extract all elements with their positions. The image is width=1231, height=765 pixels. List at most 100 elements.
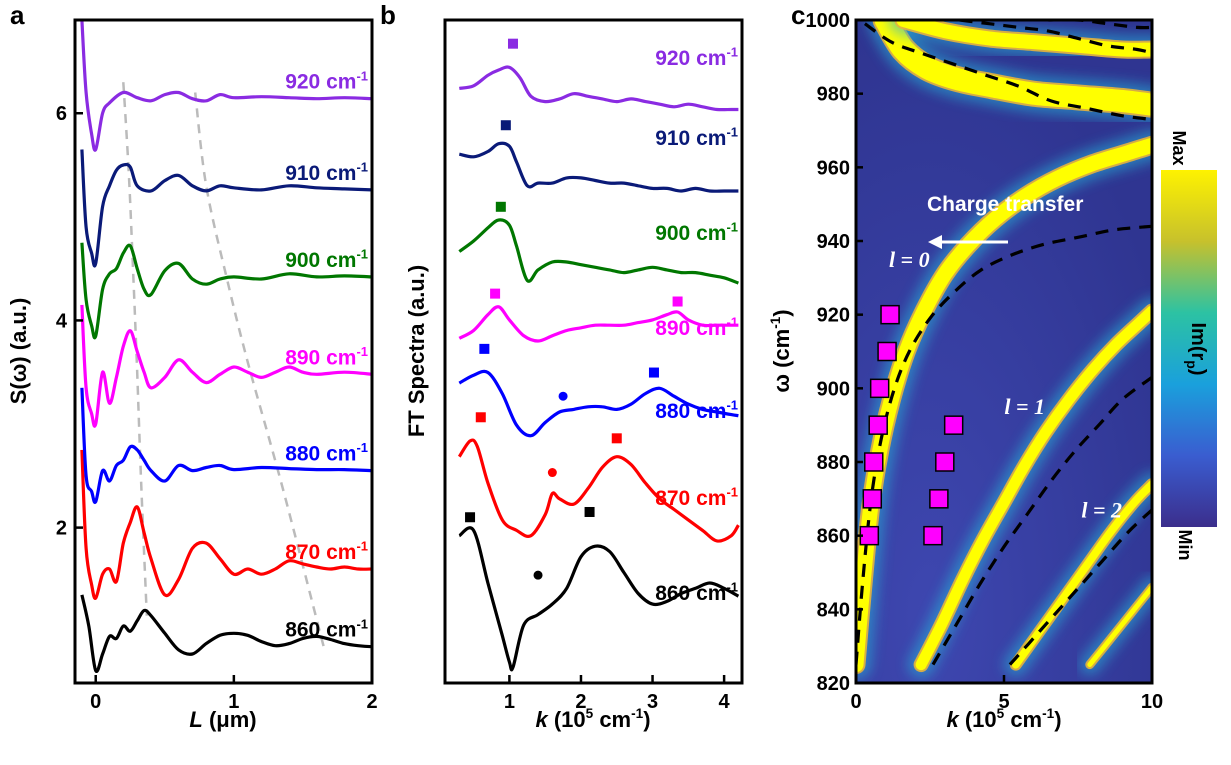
b-x-tick-label-1: 1 xyxy=(504,691,515,713)
heat-branch-5 xyxy=(874,20,1152,116)
heat-branch-4 xyxy=(1087,584,1152,668)
ft-line-890-cm-1 xyxy=(458,305,739,343)
series-label-890-cm-1: 890 cm-1 xyxy=(285,344,368,369)
series-label-860-cm-1: 860 cm-1 xyxy=(285,616,368,641)
panel-letter-a: a xyxy=(10,0,25,30)
b-x-tick-label-4: 4 xyxy=(719,691,731,713)
colorbar-min-label: Min xyxy=(1175,530,1195,561)
charge-transfer-arrowhead xyxy=(928,235,942,249)
ft-peak-square-890-cm-1-1 xyxy=(490,288,501,299)
mode-label-0: l = 0 xyxy=(889,247,930,272)
mode-square-11 xyxy=(943,415,964,435)
y-tick-label-4: 4 xyxy=(56,310,68,332)
c-y-tick-label-940: 940 xyxy=(817,231,850,253)
colorbar-max-label: Max xyxy=(1169,130,1189,165)
ft-peak-dot-860-cm-1-1 xyxy=(533,570,543,580)
c-y-tick-label-1000: 1000 xyxy=(806,10,851,32)
heat-branch-2 xyxy=(915,305,1152,671)
mode-square-1 xyxy=(859,525,880,546)
mode-square-7 xyxy=(880,304,900,325)
ft-line-900-cm-1 xyxy=(458,218,739,285)
panel-a-ylabel: S(ω) (a.u.) xyxy=(6,298,31,405)
dispersion-curve-5 xyxy=(959,20,1152,55)
mode-square-2 xyxy=(862,489,883,509)
mode-square-10 xyxy=(935,452,955,472)
charge-transfer-label: Charge transfer xyxy=(927,193,1083,216)
dispersion-curve-2 xyxy=(931,376,1152,666)
c-x-tick-label-5: 5 xyxy=(998,691,1009,713)
c-y-tick-label-860: 860 xyxy=(817,526,850,548)
x-tick-label-2: 2 xyxy=(366,691,377,713)
mode-square-9 xyxy=(929,489,949,509)
c-y-tick-label-920: 920 xyxy=(817,305,850,327)
mode-square-8 xyxy=(923,525,943,546)
b-x-tick-label-2: 2 xyxy=(575,691,586,713)
ft-peak-square-890-cm-1-2 xyxy=(672,296,683,307)
ft-line-910-cm-1 xyxy=(458,141,739,193)
y-tick-label-2: 2 xyxy=(56,518,67,540)
ft-line-920-cm-1 xyxy=(459,65,739,112)
ft-peak-square-880-cm-1-1 xyxy=(479,343,490,354)
dispersion-curve-3 xyxy=(1008,508,1152,666)
ft-line-880-cm-1 xyxy=(458,369,739,438)
panel-c: l = 0 l = 1 l = 2 0 5 10 820 840 860 880 900 920 94… xyxy=(768,10,1217,732)
series-label-880-cm-1: 880 cm-1 xyxy=(285,440,368,465)
mode-square-3 xyxy=(864,452,884,472)
ft-peak-square-910-cm-1-1 xyxy=(500,120,511,131)
series-line-880-cm-1 xyxy=(80,387,372,505)
series-label-910-cm-1: 910 cm-1 xyxy=(285,160,368,185)
dispersion-curve-4 xyxy=(863,22,1152,122)
dispersion-curve-1 xyxy=(856,224,1152,665)
panel-b-ylabel: FT Spectra (a.u.) xyxy=(404,265,429,437)
c-y-tick-label-980: 980 xyxy=(817,84,850,106)
series-line-890-cm-1 xyxy=(80,304,372,428)
ft-line-860-cm-1 xyxy=(458,526,740,672)
series-line-900-cm-1 xyxy=(80,242,372,340)
mode-square-4 xyxy=(868,415,888,435)
series-label-870-cm-1: 870 cm-1 xyxy=(285,539,368,564)
c-y-tick-label-900: 900 xyxy=(817,378,850,400)
panel-letter-b: b xyxy=(380,0,396,30)
heat-branch-6 xyxy=(896,20,1152,57)
ft-peak-square-860-cm-1-2 xyxy=(584,506,595,517)
panel-a: 0 1 2 2 4 6 860 cm-1 870 cm-1 880 cm-1 890 cm-1 9… xyxy=(6,18,378,732)
ft-label-910-cm-1: 910 cm-1 xyxy=(655,125,738,150)
panel-b: 1 2 3 4 860 cm-1 870 cm-1 880 cm-1 890 cm-1 900… xyxy=(404,18,744,732)
series-label-900-cm-1: 900 cm-1 xyxy=(285,247,368,272)
b-x-tick-label-3: 3 xyxy=(647,691,658,713)
ft-label-920-cm-1: 920 cm-1 xyxy=(655,45,738,70)
mode-square-6 xyxy=(877,341,897,362)
panel-c-ylabel: ω (cm-1) xyxy=(768,309,794,392)
ft-peak-square-880-cm-1-2 xyxy=(648,367,659,378)
panel-a-xlabel: L (μm) xyxy=(189,707,256,732)
series-line-860-cm-1 xyxy=(80,594,372,674)
ft-label-900-cm-1: 900 cm-1 xyxy=(655,220,738,245)
colorbar-title: Im(rp) xyxy=(1184,322,1209,375)
ft-line-870-cm-1 xyxy=(457,438,740,543)
panel-b-frame xyxy=(443,18,744,685)
series-line-910-cm-1 xyxy=(80,149,372,268)
ft-peak-square-870-cm-1-1 xyxy=(475,412,486,423)
series-line-920-cm-1 xyxy=(80,20,372,152)
dispersion-curve-6 xyxy=(1048,20,1152,30)
c-y-tick-label-880: 880 xyxy=(817,452,850,474)
mode-label-2: l = 2 xyxy=(1081,497,1122,522)
ft-peak-square-900-cm-1-1 xyxy=(495,201,506,212)
ft-label-860-cm-1: 860 cm-1 xyxy=(655,580,738,605)
c-y-tick-label-960: 960 xyxy=(817,157,850,179)
panel-a-frame xyxy=(73,18,374,685)
mode-square-5 xyxy=(869,378,890,399)
panel-c-xlabel: k (105 cm-1) xyxy=(946,706,1061,732)
c-y-tick-label-840: 840 xyxy=(817,599,850,621)
colorbar xyxy=(1161,170,1217,527)
ft-label-880-cm-1: 880 cm-1 xyxy=(655,398,738,423)
ft-peak-dot-870-cm-1-1 xyxy=(547,468,557,478)
ft-label-890-cm-1: 890 cm-1 xyxy=(655,315,738,340)
x-tick-label-1: 1 xyxy=(228,691,239,713)
c-x-tick-label-10: 10 xyxy=(1141,691,1163,713)
mode-label-1: l = 1 xyxy=(1004,394,1045,419)
c-x-tick-label-0: 0 xyxy=(850,691,861,713)
ft-label-870-cm-1: 870 cm-1 xyxy=(655,485,738,510)
y-tick-label-6: 6 xyxy=(56,103,67,125)
